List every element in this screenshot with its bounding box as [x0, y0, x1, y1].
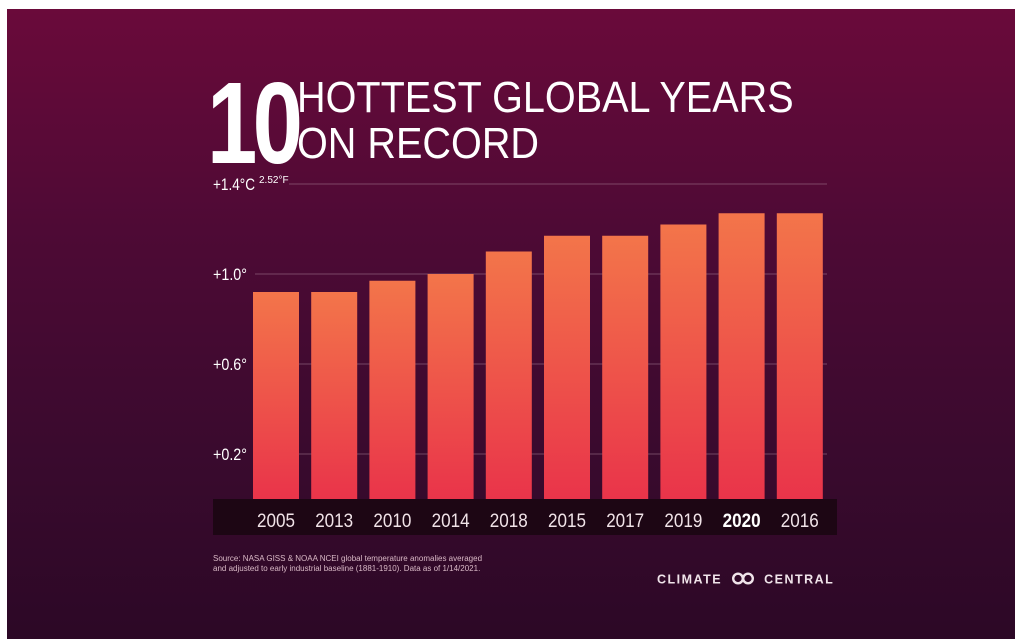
infinity-logo-icon — [731, 572, 755, 588]
year-label-strip — [213, 499, 837, 535]
bar-2014 — [427, 274, 474, 499]
source-line-1: Source: NASA GISS & NOAA NCEI global tem… — [213, 554, 483, 563]
bar-chart: 2005 2013 2010 2014 2018 2015 2017 2019 2020 2016… — [213, 175, 837, 535]
brand-word-left: CLIMATE — [657, 572, 723, 587]
x-tick-label-2018: 2018 — [490, 511, 528, 532]
bar-2010 — [369, 280, 416, 499]
x-tick-label-2017: 2017 — [606, 511, 644, 532]
y-tick-label: +0.2° — [213, 445, 247, 464]
x-tick-label-2015: 2015 — [548, 511, 586, 532]
x-tick-label-2005: 2005 — [257, 511, 295, 532]
bar-2018 — [485, 251, 532, 499]
y-tick-label: +0.6° — [213, 355, 247, 374]
bar-2016 — [776, 213, 823, 499]
bar-2017 — [602, 235, 649, 499]
title-line-1: HOTTEST GLOBAL YEARS — [297, 73, 794, 122]
y-tick-sublabel: 2.52°F — [259, 175, 289, 186]
x-tick-label-2020: 2020 — [723, 511, 761, 532]
title-number: 10 — [207, 58, 303, 188]
climate-central-logo: CLIMATE CENTRAL — [657, 572, 834, 588]
bar-2020 — [718, 213, 765, 499]
bar-2019 — [660, 224, 707, 499]
x-tick-label-2016: 2016 — [781, 511, 819, 532]
source-note: Source: NASA GISS & NOAA NCEI global tem… — [213, 554, 593, 574]
y-tick-label: +1.4°C — [213, 175, 255, 194]
title-line-2: ON RECORD — [297, 119, 540, 168]
y-tick-label: +1.0° — [213, 265, 247, 284]
x-tick-label-2019: 2019 — [664, 511, 702, 532]
bar-2005 — [253, 292, 299, 499]
infographic-frame: 10 HOTTEST GLOBAL YEARS ON RECORD 2005 20… — [7, 9, 1015, 639]
x-tick-label-2010: 2010 — [373, 511, 411, 532]
bar-2013 — [311, 292, 358, 499]
chart-title: HOTTEST GLOBAL YEARS ON RECORD — [297, 75, 794, 167]
source-line-2: and adjusted to early industrial baselin… — [213, 564, 481, 573]
x-tick-label-2013: 2013 — [315, 511, 353, 532]
x-tick-label-2014: 2014 — [432, 511, 470, 532]
brand-word-right: CENTRAL — [764, 572, 835, 587]
bar-2015 — [544, 235, 590, 499]
